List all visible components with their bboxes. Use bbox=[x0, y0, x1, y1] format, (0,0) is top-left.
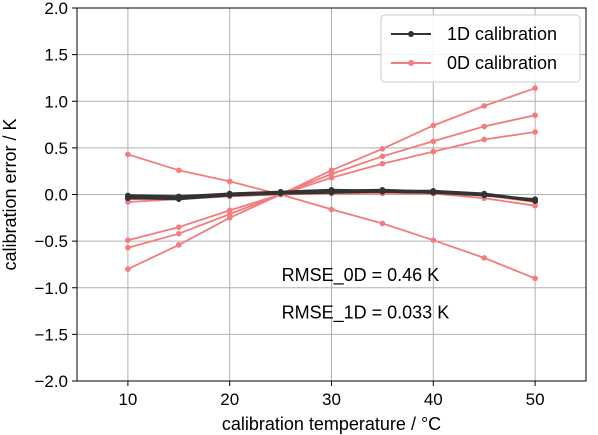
data-point bbox=[176, 224, 182, 230]
data-point bbox=[379, 188, 386, 195]
y-tick-label: 1.5 bbox=[44, 46, 68, 65]
data-point bbox=[328, 174, 335, 181]
x-tick-label: 50 bbox=[526, 390, 545, 409]
y-axis-label: calibration error / K bbox=[0, 118, 20, 270]
data-point bbox=[430, 122, 437, 129]
data-point bbox=[532, 198, 538, 204]
x-tick-label: 40 bbox=[424, 390, 443, 409]
data-point bbox=[379, 146, 386, 152]
x-axis-label: calibration temperature / °C bbox=[222, 414, 441, 434]
data-point bbox=[481, 255, 488, 261]
data-point bbox=[125, 266, 131, 272]
data-point bbox=[277, 189, 284, 196]
legend-marker-1d bbox=[408, 31, 414, 37]
y-tick-label: −0.5 bbox=[34, 232, 68, 251]
legend-label-0d: 0D calibration bbox=[447, 53, 557, 73]
x-tick-label: 20 bbox=[220, 390, 239, 409]
data-point bbox=[226, 191, 233, 198]
data-point bbox=[481, 191, 488, 198]
data-point bbox=[481, 136, 488, 143]
data-point bbox=[532, 85, 538, 91]
data-point bbox=[125, 237, 131, 243]
annotation-0: RMSE_0D = 0.46 K bbox=[282, 265, 440, 286]
data-point bbox=[430, 148, 437, 155]
legend-marker-0d bbox=[408, 60, 414, 66]
y-tick-label: 1.0 bbox=[44, 92, 68, 111]
data-point bbox=[532, 112, 538, 119]
annotations: RMSE_0D = 0.46 K RMSE_1D = 0.033 K bbox=[282, 265, 450, 323]
x-tick-label: 10 bbox=[118, 390, 137, 409]
y-tick-label: 2.0 bbox=[44, 0, 68, 18]
data-point bbox=[176, 194, 182, 201]
data-point bbox=[226, 178, 233, 185]
y-tick-label: −1.5 bbox=[34, 325, 68, 344]
data-point bbox=[532, 275, 538, 282]
data-point bbox=[481, 123, 488, 130]
data-point bbox=[176, 167, 182, 174]
y-tick-label: −2.0 bbox=[34, 372, 68, 391]
data-point bbox=[328, 188, 335, 195]
data-point bbox=[379, 160, 386, 167]
y-tick-label: 0.5 bbox=[44, 139, 68, 158]
y-tick-label: −1.0 bbox=[34, 279, 68, 298]
annotation-1: RMSE_1D = 0.033 K bbox=[282, 303, 450, 324]
data-point bbox=[430, 138, 437, 145]
data-point bbox=[532, 129, 538, 135]
legend: 1D calibration 0D calibration bbox=[380, 14, 581, 83]
data-point bbox=[125, 151, 131, 158]
data-point bbox=[176, 242, 182, 248]
data-point bbox=[430, 189, 437, 196]
data-point bbox=[430, 237, 437, 243]
series-1d-calibration bbox=[125, 187, 538, 204]
data-point bbox=[125, 244, 131, 251]
y-tick-label: 0.0 bbox=[44, 186, 68, 205]
axis-ticks: 10 20 30 40 50 −2.0 −1.5 −1.0 −0.5 0.0 0.5 1.0 1.5 2.… bbox=[34, 0, 544, 409]
legend-label-1d: 1D calibration bbox=[447, 24, 557, 44]
data-point bbox=[481, 103, 488, 109]
data-point bbox=[125, 194, 131, 201]
x-tick-label: 30 bbox=[322, 390, 341, 409]
data-point bbox=[379, 220, 386, 227]
data-point bbox=[226, 211, 233, 217]
data-point bbox=[176, 230, 182, 237]
legend-box bbox=[380, 14, 581, 83]
data-point bbox=[328, 206, 335, 213]
data-point bbox=[379, 153, 386, 160]
